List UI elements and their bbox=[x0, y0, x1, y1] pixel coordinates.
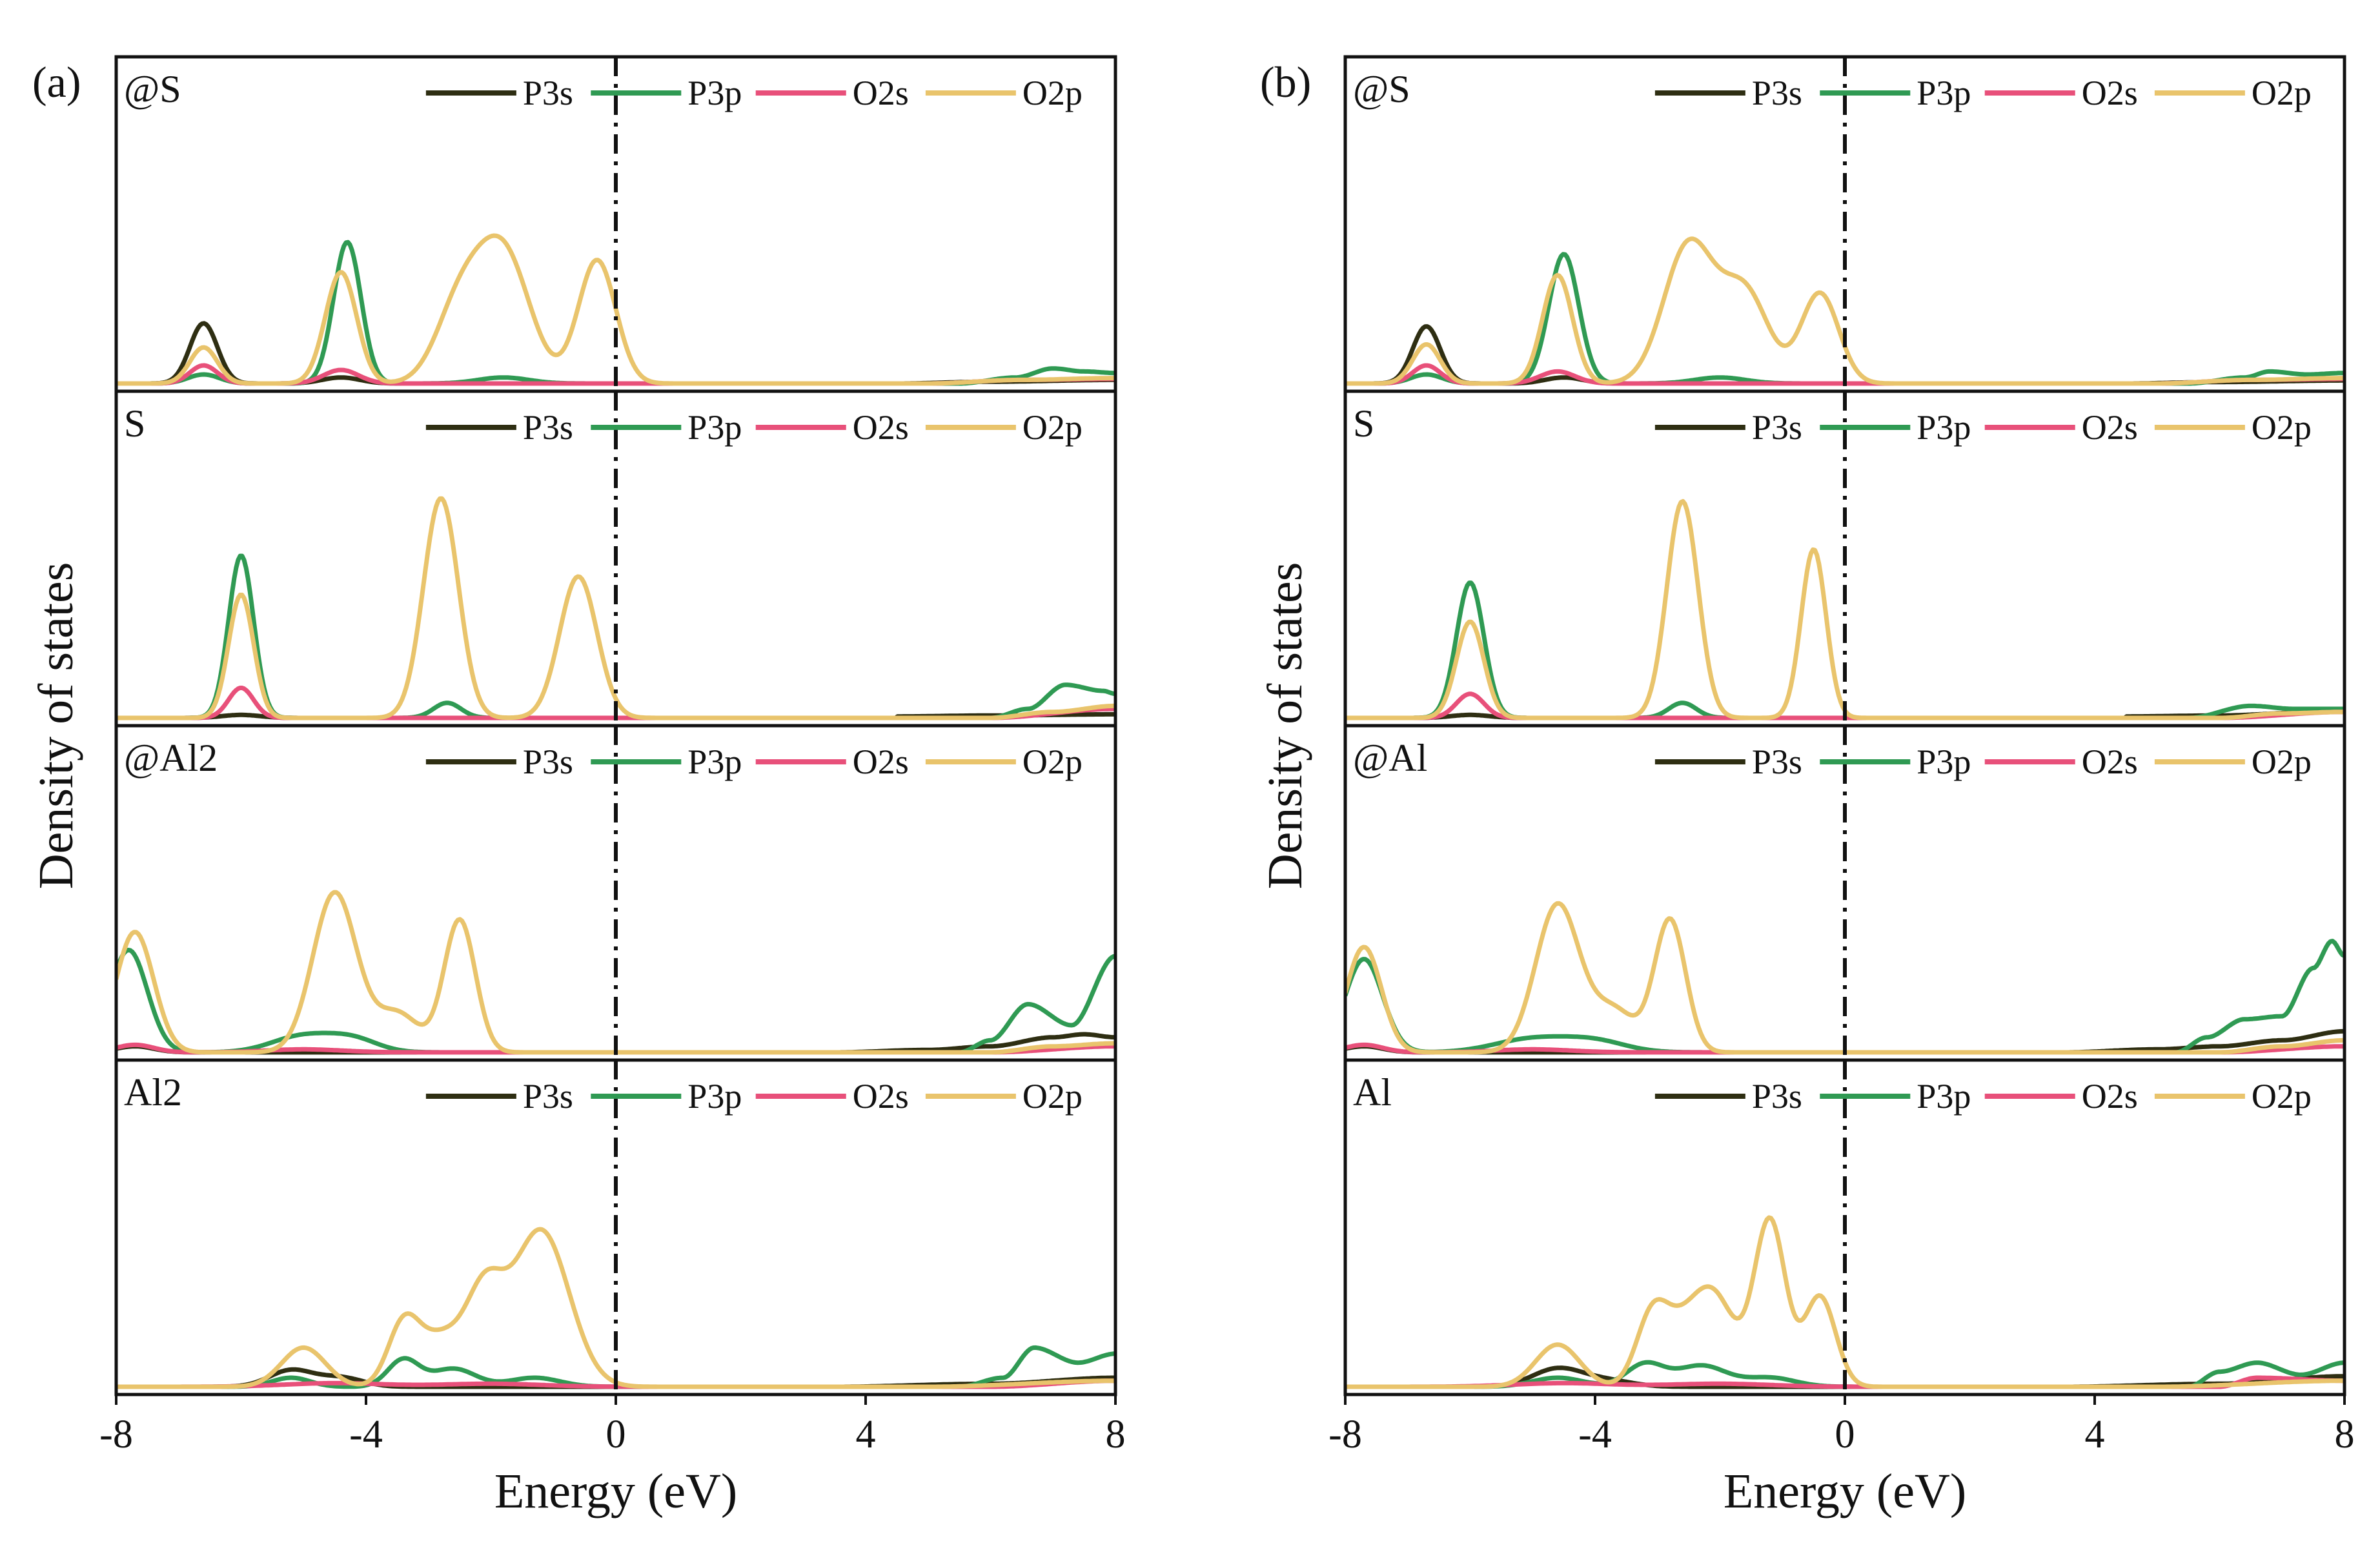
legend-label-p3p: P3p bbox=[1917, 1077, 1971, 1116]
x-tick-label: 4 bbox=[856, 1413, 876, 1456]
legend-label-p3s: P3s bbox=[1752, 74, 1802, 112]
x-tick-label: -8 bbox=[1328, 1413, 1362, 1456]
legend: P3s P3p O2s O2p bbox=[1654, 1077, 2312, 1116]
legend-label-p3s: P3s bbox=[523, 1077, 573, 1116]
legend-label-p3s: P3s bbox=[1752, 1077, 1802, 1116]
subplot-label: S bbox=[1353, 402, 1374, 445]
subplot-label: @Al2 bbox=[124, 737, 218, 779]
x-tick-label: 8 bbox=[2335, 1413, 2355, 1456]
subplot-label: Al2 bbox=[124, 1071, 182, 1114]
legend: P3s P3p O2s O2p bbox=[1654, 408, 2312, 447]
x-tick-label: 0 bbox=[1835, 1413, 1855, 1456]
subplot-label: @S bbox=[1353, 68, 1410, 110]
legend-label-p3s: P3s bbox=[1752, 742, 1802, 781]
subplot-at-al: @Al P3s P3p O2s O2p bbox=[1343, 724, 2346, 1062]
legend-label-o2s: O2s bbox=[853, 742, 909, 781]
legend-label-p3s: P3s bbox=[523, 408, 573, 447]
subplot-at-s: @S P3s P3p O2s O2p bbox=[114, 55, 1117, 393]
x-tick-label: -4 bbox=[1578, 1413, 1612, 1456]
legend-label-o2s: O2s bbox=[2082, 1077, 2138, 1116]
legend-label-p3p: P3p bbox=[687, 742, 742, 781]
subplot-frame bbox=[114, 1058, 1117, 1396]
subplot-al: Al P3s P3p O2s O2p bbox=[1343, 1058, 2346, 1396]
legend-label-o2s: O2s bbox=[853, 74, 909, 112]
x-tick-label: -4 bbox=[349, 1413, 383, 1456]
subplot-label: S bbox=[124, 402, 145, 445]
legend-label-o2p: O2p bbox=[1022, 1077, 1083, 1116]
curves bbox=[1345, 499, 2344, 720]
legend-label-p3p: P3p bbox=[1917, 742, 1971, 781]
panel-a: (a) Density of states Energy (eV) -8 -4 0 4 8 @S… bbox=[29, 55, 1126, 1518]
legend-label-p3s: P3s bbox=[523, 74, 573, 112]
subplot-at-s: @S P3s P3p O2s O2p bbox=[1343, 55, 2346, 393]
legend: P3s P3p O2s O2p bbox=[425, 408, 1083, 447]
legend-label-o2s: O2s bbox=[2082, 74, 2138, 112]
legend-label-o2p: O2p bbox=[1022, 742, 1083, 781]
panel-letter: (a) bbox=[32, 57, 81, 107]
legend-label-o2p: O2p bbox=[2252, 742, 2312, 781]
legend-label-o2s: O2s bbox=[2082, 742, 2138, 781]
legend-label-o2s: O2s bbox=[853, 1077, 909, 1116]
x-tick-label: 8 bbox=[1106, 1413, 1126, 1456]
subplot-label: Al bbox=[1353, 1071, 1392, 1114]
legend-label-o2s: O2s bbox=[853, 408, 909, 447]
legend-label-o2p: O2p bbox=[2252, 408, 2312, 447]
legend-label-o2p: O2p bbox=[1022, 408, 1083, 447]
x-tick-label: 0 bbox=[606, 1413, 626, 1456]
legend-label-p3s: P3s bbox=[1752, 408, 1802, 447]
panel-letter: (b) bbox=[1260, 57, 1311, 107]
legend: P3s P3p O2s O2p bbox=[1654, 74, 2312, 112]
legend-label-p3p: P3p bbox=[1917, 408, 1971, 447]
x-tick-label: -8 bbox=[99, 1413, 133, 1456]
subplot-at-al2: @Al2 P3s P3p O2s O2p bbox=[114, 724, 1117, 1062]
legend-label-o2p: O2p bbox=[2252, 74, 2312, 112]
subplot-frame bbox=[1343, 1058, 2346, 1396]
legend: P3s P3p O2s O2p bbox=[425, 74, 1083, 112]
subplot-s: S P3s P3p O2s O2p bbox=[1343, 389, 2346, 728]
y-axis-title: Density of states bbox=[29, 562, 83, 890]
subplot-s: S P3s P3p O2s O2p bbox=[114, 389, 1117, 728]
legend-label-p3p: P3p bbox=[687, 74, 742, 112]
legend-label-o2s: O2s bbox=[2082, 408, 2138, 447]
curves bbox=[116, 496, 1115, 720]
panel-b: (b) Density of states Energy (eV) -8 -4 0 4 8 @S… bbox=[1258, 55, 2355, 1518]
x-tick-label: 4 bbox=[2085, 1413, 2105, 1456]
y-axis-title: Density of states bbox=[1258, 562, 1312, 890]
legend-label-o2p: O2p bbox=[2252, 1077, 2312, 1116]
subplot-al2: Al2 P3s P3p O2s O2p bbox=[114, 1058, 1117, 1396]
legend: P3s P3p O2s O2p bbox=[425, 1077, 1083, 1116]
legend-label-p3p: P3p bbox=[687, 408, 742, 447]
x-axis-title: Energy (eV) bbox=[1724, 1464, 1966, 1518]
subplot-label: @Al bbox=[1353, 737, 1427, 779]
series-line-o2p bbox=[116, 496, 1115, 720]
subplot-label: @S bbox=[124, 68, 181, 110]
x-axis-title: Energy (eV) bbox=[494, 1464, 737, 1518]
legend-label-p3p: P3p bbox=[687, 1077, 742, 1116]
legend: P3s P3p O2s O2p bbox=[1654, 742, 2312, 781]
legend-label-p3p: P3p bbox=[1917, 74, 1971, 112]
legend: P3s P3p O2s O2p bbox=[425, 742, 1083, 781]
legend-label-p3s: P3s bbox=[523, 742, 573, 781]
legend-label-o2p: O2p bbox=[1022, 74, 1083, 112]
